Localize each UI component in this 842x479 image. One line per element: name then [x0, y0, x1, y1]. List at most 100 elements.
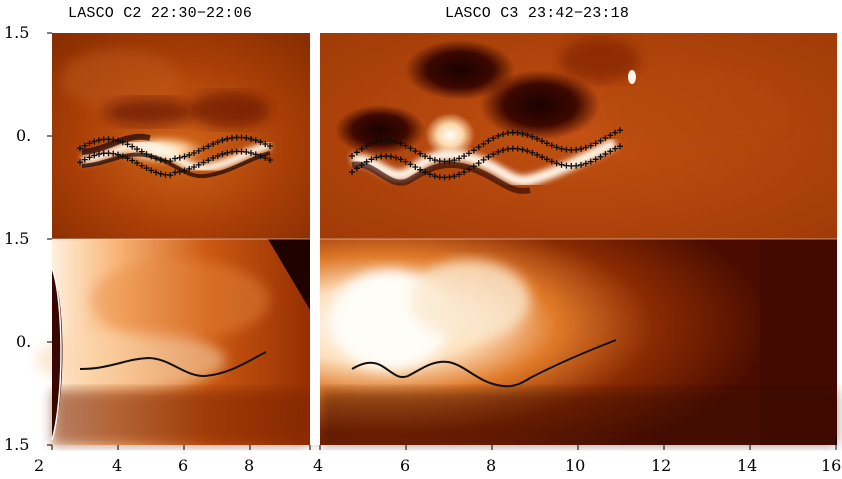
plus-marker: [186, 151, 193, 158]
c2-front-trace: [79, 351, 267, 378]
plus-marker: [210, 154, 216, 161]
plus-marker: [456, 171, 463, 178]
plus-marker: [167, 158, 174, 165]
plus-marker: [524, 147, 531, 154]
plus-marker: [417, 150, 424, 157]
plus-marker: [91, 152, 98, 159]
plus-marker: [172, 169, 178, 176]
plus-marker: [252, 151, 259, 158]
x-tick-label: 12: [651, 456, 672, 475]
plus-marker: [134, 146, 140, 153]
plus-marker: [558, 161, 565, 168]
plus-marker: [514, 145, 521, 152]
x-tick-label: 4: [112, 456, 123, 475]
plus-marker: [422, 169, 429, 176]
plus-marker: [181, 167, 188, 174]
plus-marker: [412, 147, 419, 154]
plus-marker: [243, 149, 250, 156]
plus-marker: [214, 152, 221, 159]
plus-marker: [392, 138, 399, 145]
c2-difference-image: [52, 33, 310, 239]
plus-marker: [480, 156, 487, 163]
plus-marker: [431, 173, 438, 180]
plus-marker: [134, 160, 140, 167]
plus-marker: [224, 135, 231, 142]
plus-marker: [461, 169, 468, 176]
plus-marker: [267, 143, 273, 149]
x-tick-label: 2: [34, 456, 45, 475]
x-tick-label: 16: [821, 456, 842, 475]
plus-marker: [148, 167, 155, 174]
axis-ticks: [47, 32, 837, 450]
plus-marker: [124, 155, 131, 162]
plus-marker: [422, 153, 429, 160]
plus-marker: [587, 158, 594, 165]
plus-marker: [451, 173, 458, 180]
plus-marker: [138, 162, 145, 169]
plus-marker: [110, 136, 117, 143]
plus-marker: [157, 170, 164, 177]
plus-marker: [373, 138, 380, 145]
plus-marker: [495, 132, 502, 139]
plus-marker: [485, 137, 492, 144]
plus-marker: [592, 140, 599, 147]
plus-marker: [176, 154, 183, 161]
plus-marker: [96, 137, 102, 144]
plus-marker: [200, 145, 207, 152]
y-tick-label: 1.5: [4, 435, 30, 454]
plus-marker: [597, 137, 604, 144]
plus-marker: [363, 158, 370, 165]
plus-marker: [543, 156, 550, 163]
c3-direct-image: [320, 239, 837, 445]
plus-marker: [86, 140, 93, 147]
plus-marker: [205, 157, 212, 164]
plus-marker: [490, 151, 497, 158]
plus-marker: [200, 159, 207, 166]
plus-marker: [495, 148, 502, 155]
plus-marker: [205, 143, 212, 150]
plus-marker: [77, 159, 83, 166]
c3-front-trace: [351, 339, 617, 388]
front-traces: [79, 339, 617, 388]
plus-marker: [143, 151, 150, 158]
plus-marker: [219, 151, 226, 158]
plus-marker: [138, 148, 145, 155]
plus-marker: [402, 158, 409, 165]
plus-marker: [115, 137, 121, 144]
plus-marker: [539, 138, 546, 145]
plus-marker: [548, 158, 555, 165]
plus-marker: [397, 140, 404, 147]
plus-marker: [519, 146, 526, 153]
plus-marker: [77, 145, 83, 152]
plus-marker: [96, 151, 102, 158]
plus-marker: [392, 154, 399, 161]
plus-marker: [607, 148, 614, 155]
plus-marker: [480, 140, 487, 147]
plus-marker: [129, 157, 136, 164]
plus-marker: [573, 146, 580, 153]
y-tick-label: 0.: [16, 126, 32, 145]
plus-marker: [470, 163, 477, 170]
plus-marker: [243, 135, 250, 142]
plus-marker: [582, 160, 589, 167]
plus-marker: [358, 161, 365, 168]
plus-marker: [257, 153, 264, 160]
plus-marker: [612, 145, 619, 152]
plus-marker: [470, 147, 477, 154]
plus-marker: [451, 157, 458, 164]
plus-marker: [148, 153, 155, 160]
plus-marker: [363, 142, 370, 149]
plus-marker: [558, 145, 565, 152]
x-tick-label: 6: [178, 456, 189, 475]
plus-marker: [195, 147, 202, 154]
plus-marker: [412, 163, 419, 170]
plus-marker: [191, 150, 197, 157]
plus-marker: [387, 153, 394, 160]
plus-marker: [368, 156, 375, 163]
plus-marker: [157, 156, 164, 163]
plus-marker: [267, 157, 273, 163]
plus-marker: [456, 155, 463, 162]
plus-marker: [524, 131, 531, 138]
plus-marker: [195, 161, 202, 168]
